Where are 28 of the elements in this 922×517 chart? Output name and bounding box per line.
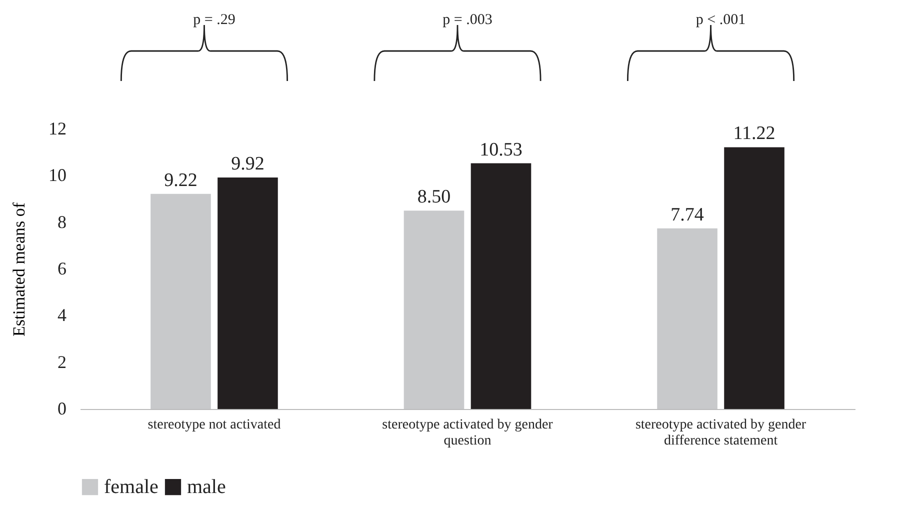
bar — [218, 178, 278, 409]
text: 8.50 — [417, 186, 451, 208]
legend-label: male — [187, 476, 226, 498]
y-tick-label: 4 — [58, 305, 66, 326]
bar — [657, 228, 718, 409]
text: p = .29 — [193, 12, 236, 28]
y-tick-label: 6 — [58, 258, 66, 278]
y-tick-label: 2 — [58, 352, 66, 372]
text: 9.22 — [164, 170, 198, 191]
bar — [470, 163, 532, 409]
x-tick-label: stereotype not activated — [148, 418, 281, 432]
x-tick-label: stereotype activated by gender question — [382, 418, 554, 448]
y-tick-label: 0 — [58, 398, 66, 418]
text: 7.74 — [670, 204, 704, 226]
text: p < .001 — [696, 12, 746, 28]
bar — [404, 210, 464, 409]
y-axis-title: Estimated means of — [10, 202, 28, 337]
text: 10.53 — [480, 139, 522, 160]
text: 11.22 — [733, 123, 776, 144]
text: 9.92 — [231, 154, 264, 175]
y-tick-label: 10 — [48, 165, 66, 186]
bar — [724, 147, 784, 409]
x-tick-label: stereotype activated by gender difference statement — [635, 418, 806, 448]
y-tick-label: 12 — [48, 118, 66, 138]
y-tick-label: 8 — [58, 212, 66, 232]
text: p = .003 — [442, 12, 492, 28]
legend-label: female — [104, 476, 159, 498]
bar — [150, 194, 211, 409]
